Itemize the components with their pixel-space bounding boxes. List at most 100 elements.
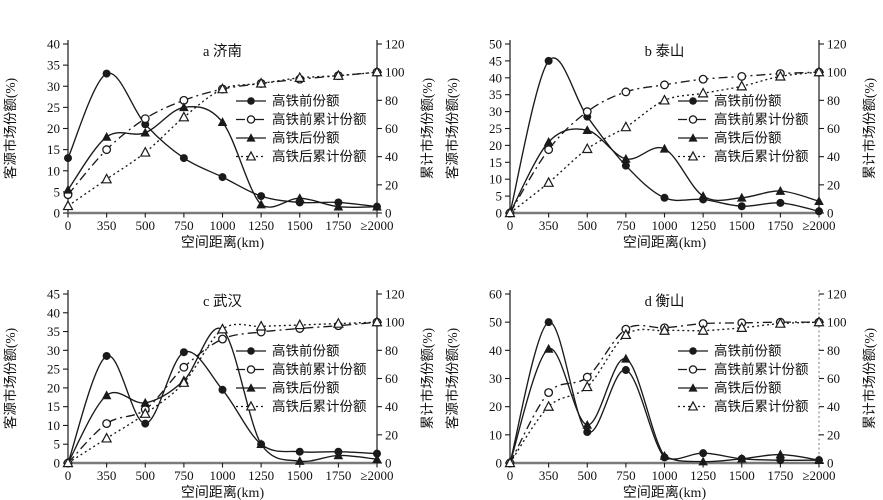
data-point-marker (257, 192, 266, 201)
data-point-marker (544, 318, 553, 327)
x-tick-label: 0 (65, 218, 72, 233)
x-tick-label: 1500 (287, 468, 313, 483)
data-point-marker (178, 111, 190, 122)
x-tick-label: 500 (577, 218, 597, 233)
left-tick-label: 20 (47, 121, 60, 136)
data-point-marker (101, 173, 113, 184)
series-line-post-hsr-cumulative-share (67, 71, 378, 207)
left-tick-label: 25 (489, 121, 502, 136)
data-point-marker (503, 206, 516, 218)
legend-item-pre-hsr-share: 高铁前份额 (236, 93, 340, 109)
left-tick-label: 35 (489, 87, 502, 102)
data-point-marker (688, 365, 697, 374)
right-tick-label: 80 (827, 343, 840, 358)
left-tick-label: 40 (47, 37, 60, 52)
left-axis: 0 10 20 30 40 50 60 客源市场份额(%) (444, 287, 511, 471)
data-point-marker (247, 97, 255, 105)
data-point-marker (217, 117, 228, 126)
data-point-marker (658, 94, 670, 105)
x-axis-title: 空间距离(km) (622, 234, 706, 250)
left-tick-label: 0 (495, 206, 502, 221)
data-point-marker (697, 324, 709, 335)
left-tick-label: 50 (489, 315, 502, 330)
data-point-marker (687, 133, 698, 142)
legend-label: 高铁前累计份额 (714, 361, 809, 377)
x-tick-label: 1500 (287, 218, 313, 233)
data-point-marker (371, 316, 383, 327)
legend-item-pre-hsr-cumulative-share: 高铁前累计份额 (236, 111, 367, 127)
right-tick-label: 20 (385, 427, 398, 442)
left-axis-title: 客源市场份额(%) (444, 78, 460, 179)
series-line-pre-hsr-cumulative-share (67, 321, 378, 464)
data-point-marker (688, 97, 697, 105)
data-point-marker (775, 186, 785, 195)
legend-label: 高铁后份额 (714, 380, 782, 396)
left-tick-label: 0 (495, 456, 502, 471)
x-tick-label: 0 (506, 468, 513, 483)
right-tick-label: 120 (827, 287, 847, 302)
data-point-marker (333, 201, 344, 211)
data-point-marker (179, 362, 189, 372)
data-point-marker (333, 450, 344, 460)
legend-item-post-hsr-cumulative-share: 高铁后累计份额 (236, 398, 367, 414)
legend-item-post-hsr-cumulative-share: 高铁后累计份额 (236, 148, 367, 164)
data-point-marker (294, 71, 306, 82)
left-tick-label: 20 (47, 380, 60, 395)
x-tick-label: 350 (97, 468, 117, 483)
chart-canvas: 0 10 20 30 40 50 60 客源市场份额(%) 0 20 40 60 80 100 120 累计市… (444, 287, 877, 500)
data-point-marker (659, 80, 669, 90)
x-tick-label: ≥2000 (802, 218, 835, 233)
x-tick-label: 1250 (690, 218, 716, 233)
data-point-marker (62, 199, 74, 211)
legend-label: 高铁前份额 (714, 93, 782, 109)
right-tick-label: 0 (385, 206, 392, 221)
data-point-marker (295, 447, 304, 456)
data-point-marker (620, 87, 630, 97)
legend-item-pre-hsr-share: 高铁前份额 (677, 343, 782, 359)
legend-label: 高铁前份额 (714, 343, 782, 359)
x-tick-label: ≥2000 (802, 468, 835, 483)
data-point-marker (660, 193, 668, 202)
x-tick-label: 1250 (248, 218, 274, 233)
x-tick-label: 1250 (248, 468, 274, 483)
data-point-marker (735, 321, 747, 332)
right-tick-label: 60 (827, 371, 840, 386)
data-point-marker (255, 320, 267, 331)
legend-item-post-hsr-cumulative-share: 高铁后累计份额 (677, 398, 808, 414)
x-tick-label: 500 (136, 468, 156, 483)
data-point-marker (373, 449, 381, 458)
data-point-marker (814, 207, 823, 216)
left-tick-label: 10 (489, 172, 502, 187)
left-tick-label: 60 (489, 287, 502, 302)
data-point-marker (812, 66, 825, 77)
data-point-marker (179, 154, 188, 163)
legend-item-post-hsr-share: 高铁后份额 (236, 130, 340, 146)
right-axis: 0 20 40 60 80 100 120 累计市场份额(%) (817, 37, 877, 221)
chart-title: c 武汉 (203, 293, 243, 310)
data-point-marker (218, 173, 227, 182)
right-tick-label: 40 (827, 399, 840, 414)
right-tick-label: 40 (385, 399, 398, 414)
data-point-marker (687, 400, 698, 411)
right-tick-label: 20 (827, 427, 840, 442)
right-tick-label: 40 (827, 149, 840, 164)
x-axis-title: 空间距离(km) (181, 234, 265, 250)
right-tick-label: 80 (827, 93, 840, 108)
series-markers-post-hsr-cumulative-share (503, 66, 825, 218)
data-point-marker (736, 71, 746, 81)
data-point-marker (178, 376, 190, 387)
legend-item-pre-hsr-cumulative-share: 高铁前累计份额 (677, 111, 808, 127)
data-point-marker (102, 351, 111, 360)
legend-label: 高铁前份额 (272, 93, 340, 109)
left-axis: 0 5 10 15 20 25 30 35 40 45 客源市场份额(%) (2, 287, 69, 471)
left-axis: 0 5 10 15 20 25 30 35 40 客源市场份额(%) (2, 37, 69, 221)
legend-label: 高铁后份额 (714, 130, 782, 146)
series-markers-post-hsr-cumulative-share (62, 66, 383, 211)
data-point-marker (697, 87, 709, 98)
right-tick-label: 0 (385, 456, 392, 471)
data-point-marker (503, 456, 516, 468)
